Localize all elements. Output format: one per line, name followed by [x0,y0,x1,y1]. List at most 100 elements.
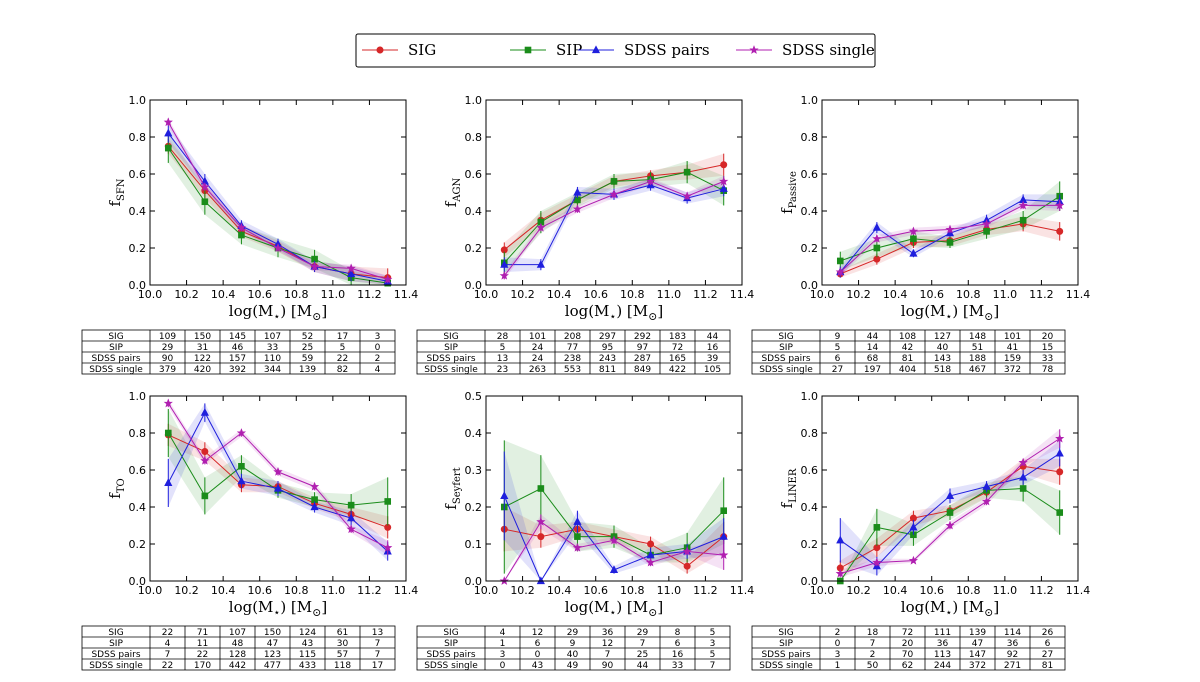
y-tick-label: 0.4 [129,501,147,514]
table-cell: 44 [707,332,719,342]
x-tick-label: 10.4 [211,288,236,301]
data-point [163,398,173,408]
data-point [347,269,356,278]
table-cell: 263 [529,365,546,375]
y-tick-label: 0.2 [129,538,147,551]
x-tick-label: 11.4 [730,288,755,301]
table-cell: 0 [375,343,381,353]
table-cell: 57 [337,650,348,660]
table-row-label: SDSS pairs [91,650,140,660]
data-point [346,524,356,534]
x-tick-label: 10.0 [138,584,163,597]
x-tick-label: 10.4 [547,584,572,597]
table-cell: 7 [375,650,381,660]
table-cell: 49 [567,661,579,671]
legend-entry-sig: SIG [362,41,436,59]
table-cell: 139 [299,365,316,375]
y-tick-label: 1.0 [129,94,147,107]
x-tick-label: 11.0 [993,584,1018,597]
data-point [610,178,618,185]
data-point [1056,468,1064,476]
x-axis-label: log(M⋆) [M⊙] [229,302,327,323]
error-band-sig [504,153,724,258]
table-cell: 123 [264,650,281,660]
table-cell: 2 [375,354,381,364]
table-cell: 26 [1042,628,1054,638]
table-cell: 3 [375,332,381,342]
data-point [537,533,545,541]
count-table: SIG 28 101 208 297 292 183 44 SIP 5 24 77 95 97 72 16 SD… [416,329,731,375]
table-cell: 109 [159,332,176,342]
table-cell: 40 [937,343,949,353]
table-cell: 61 [337,628,348,638]
x-tick-label: 11.4 [730,584,755,597]
data-point [1018,457,1028,467]
data-point [536,222,546,232]
table-row-label: SDSS single [424,661,478,671]
table-cell: 5 [710,628,716,638]
table-cell: 90 [162,354,174,364]
data-point [236,428,247,437]
data-point [873,524,881,531]
data-point [945,224,955,234]
table-cell: 16 [707,343,719,353]
data-point [647,540,655,548]
series-sdss-pairs [164,403,392,561]
y-tick-label: 0.2 [465,242,483,255]
data-point [909,248,918,257]
x-tick-label: 11.0 [993,288,1018,301]
table-cell: 392 [229,365,246,375]
y-axis-label: fSeyfert [442,467,463,509]
legend-marker [524,46,532,54]
x-tick-label: 10.6 [247,584,272,597]
table-cell: 36 [602,628,614,638]
x-axis-label: log(M⋆) [M⊙] [565,302,663,323]
data-point [500,260,509,268]
data-point [945,520,955,530]
data-point [872,557,882,567]
data-point [872,223,881,231]
y-tick-label: 0.2 [801,538,819,551]
x-tick-label: 10.6 [919,584,944,597]
table-cell: 148 [969,332,986,342]
x-tick-label: 11.4 [394,288,419,301]
series-sig [164,138,392,285]
error-band-sip [168,133,388,285]
table-cell: 22 [162,628,173,638]
data-point [238,231,245,239]
error-band-sip [840,181,1060,271]
table-cell: 13 [497,354,508,364]
data-point [536,516,546,526]
y-axis-label: fLINER [778,468,799,508]
table-cell: 111 [934,628,951,638]
plot-frame [485,395,743,582]
plot-frame [821,99,1079,286]
y-tick-label: 0.4 [129,205,147,218]
x-tick-label: 10.2 [174,584,199,597]
data-point [164,128,173,137]
table-cell: 157 [229,354,246,364]
x-tick-label: 10.2 [510,288,535,301]
table-cell: 72 [902,628,913,638]
data-point [1056,509,1064,516]
table-cell: 1 [835,661,841,671]
data-point [719,184,728,192]
data-point [237,476,246,485]
data-point [835,267,845,276]
data-point [873,244,881,252]
table-cell: 20 [1042,332,1054,342]
data-point [200,408,209,416]
data-point [910,235,917,243]
table-cell: 20 [902,639,914,649]
error-band-sdss-pairs [504,451,724,581]
y-axis-label: fPassive [778,171,799,214]
y-tick-label: 0.6 [129,464,147,477]
table-cell: 2 [870,650,876,660]
table-cell: 118 [334,661,351,671]
table-cell: 147 [969,650,986,660]
legend-entry-sip: SIP [510,41,582,59]
y-tick-label: 0.0 [801,575,819,588]
data-point [946,239,954,246]
x-tick-label: 10.8 [956,288,981,301]
